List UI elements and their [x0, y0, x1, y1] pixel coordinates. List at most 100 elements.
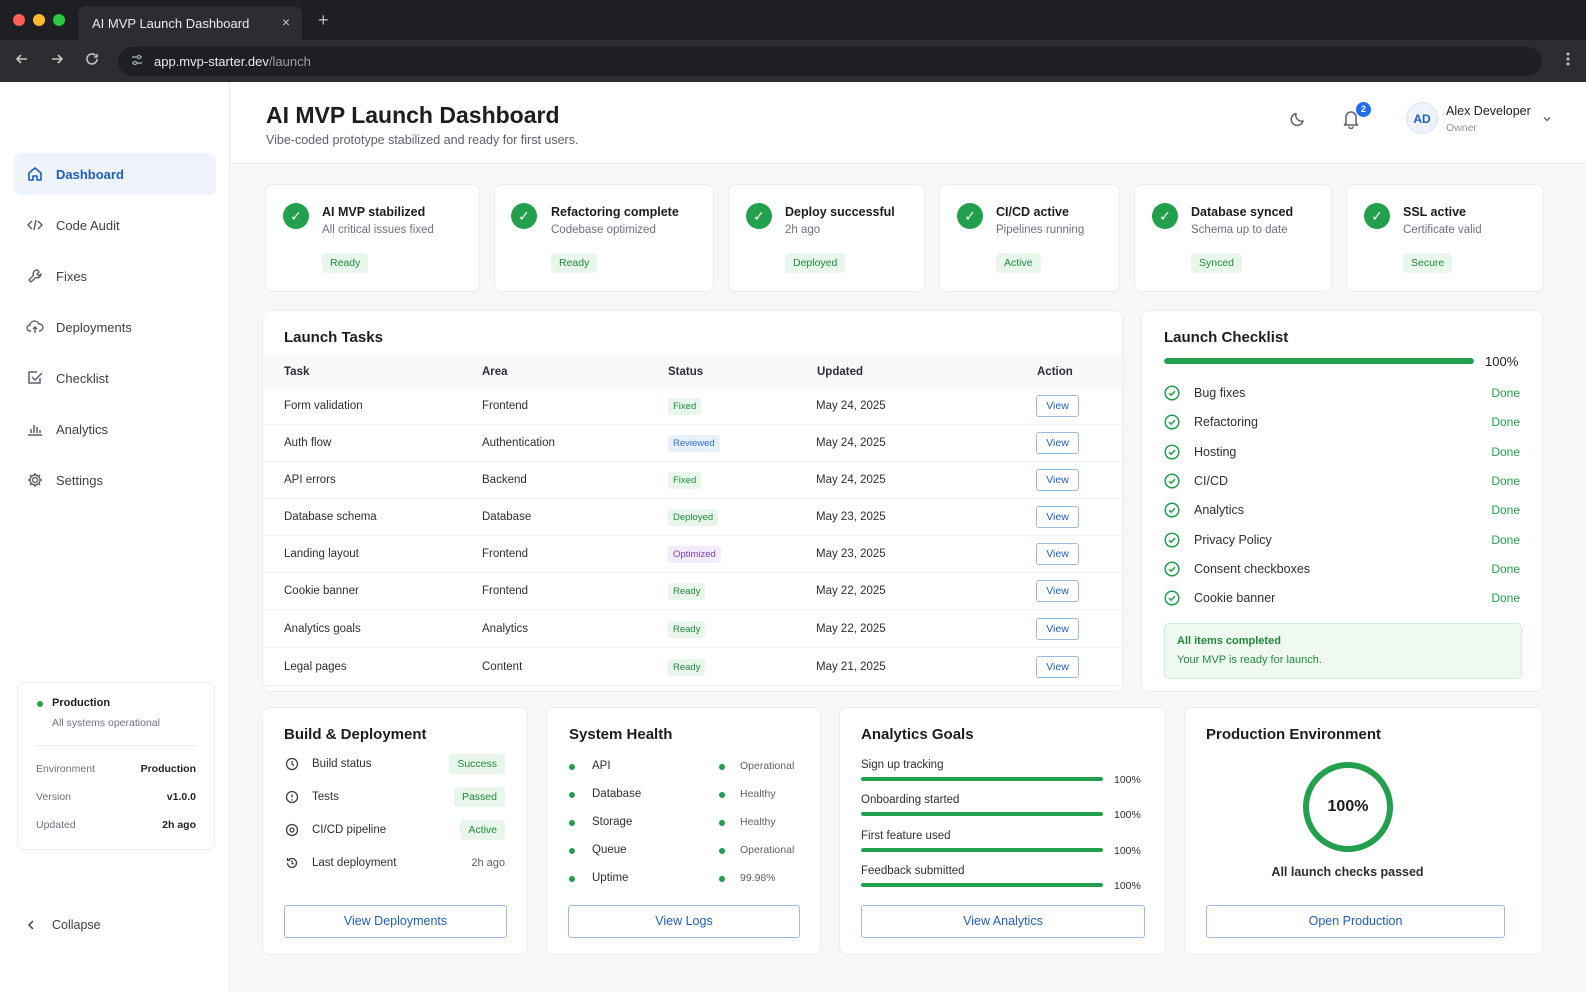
section-title: Build & Deployment	[284, 726, 427, 743]
collapse-button[interactable]: Collapse	[24, 918, 101, 932]
status-badge: Ready	[668, 583, 706, 600]
view-button[interactable]: View	[1036, 506, 1079, 528]
browser-tab-title: AI MVP Launch Dashboard	[92, 16, 250, 31]
table-row: Form validation Frontend Fixed May 24, 2025…	[264, 388, 1121, 425]
cloud-upload-icon	[26, 320, 44, 333]
view-logs-button[interactable]: View Logs	[568, 905, 800, 938]
table-row: Analytics goals Analytics Ready May 22, 202…	[264, 611, 1121, 648]
avatar[interactable]: AD	[1406, 102, 1438, 134]
goal-label: Sign up tracking	[861, 759, 944, 771]
sidebar-item-code-audit[interactable]: Code Audit	[14, 204, 216, 246]
check-circle-icon: ✓	[746, 203, 772, 229]
sidebar: Dashboard Code Audit Fixes Deployments C…	[0, 82, 230, 992]
view-button[interactable]: View	[1036, 656, 1079, 678]
checklist-item: Consent checkboxes Done	[1164, 560, 1520, 580]
health-status: Healthy	[719, 786, 809, 804]
gear-icon	[28, 473, 42, 487]
section-title: Production Environment	[1206, 726, 1382, 743]
status-badge: Ready	[668, 621, 706, 638]
moon-icon[interactable]	[1289, 110, 1307, 128]
launch-tasks-card: Launch Tasks Task Area Status Updated Ac…	[262, 310, 1123, 692]
health-status-value: 99.98%	[740, 872, 776, 884]
goal-percent: 100%	[1114, 879, 1141, 892]
status-badge: Success	[449, 754, 505, 774]
back-arrow-icon[interactable]	[14, 51, 30, 67]
new-tab-button[interactable]: +	[318, 10, 329, 30]
sidebar-item-dashboard[interactable]: Dashboard	[14, 153, 216, 195]
section-title: Launch Checklist	[1164, 329, 1289, 346]
browser-tab[interactable]: AI MVP Launch Dashboard ×	[78, 6, 302, 40]
view-button[interactable]: View	[1036, 432, 1079, 454]
completion-ring	[1303, 762, 1393, 852]
view-deployments-button[interactable]: View Deployments	[284, 905, 507, 938]
sidebar-item-analytics[interactable]: Analytics	[14, 408, 216, 450]
open-production-button[interactable]: Open Production	[1206, 905, 1505, 938]
task-area: Analytics	[482, 623, 529, 635]
status-dot	[569, 792, 575, 798]
forward-arrow-icon[interactable]	[49, 51, 65, 67]
build-row-status: Build status Success	[285, 754, 505, 778]
env-row: Version v1.0.0	[36, 791, 196, 803]
checklist-item-status: Done	[1491, 561, 1520, 576]
divider	[36, 745, 196, 746]
sidebar-item-checklist[interactable]: Checklist	[14, 357, 216, 399]
maximize-window-button[interactable]	[53, 14, 65, 26]
status-badge: Ready	[668, 659, 706, 676]
status-dot	[719, 848, 725, 854]
health-service: Uptime	[569, 870, 709, 888]
system-health-card: System Health API Operational Database Heal…	[546, 707, 821, 955]
close-window-button[interactable]	[13, 14, 25, 26]
sidebar-item-settings[interactable]: Settings	[14, 459, 216, 501]
minimize-window-button[interactable]	[33, 14, 45, 26]
health-service-label: Queue	[592, 844, 627, 856]
stat-card-refactoring: ✓ Refactoring complete Codebase optimize…	[494, 184, 714, 292]
health-service: API	[569, 758, 709, 776]
health-service: Database	[569, 786, 709, 804]
user-role: Owner	[1446, 122, 1477, 134]
env-row-label: Updated	[36, 819, 76, 831]
chevron-down-icon[interactable]	[1542, 114, 1552, 124]
checklist-item-status: Done	[1491, 444, 1520, 459]
bell-icon[interactable]	[1342, 109, 1360, 129]
user-name[interactable]: Alex Developer	[1446, 104, 1531, 118]
wrench-icon	[28, 269, 42, 283]
view-button[interactable]: View	[1036, 395, 1079, 417]
stat-title: AI MVP stabilized	[322, 205, 426, 219]
site-settings-icon[interactable]	[130, 53, 144, 67]
sidebar-item-label: Fixes	[56, 268, 88, 284]
table-row: Landing layout Frontend Optimized May 23, 2…	[264, 536, 1121, 573]
status-dot	[719, 764, 725, 770]
address-bar[interactable]: app.mvp-starter.dev/launch	[118, 47, 1542, 76]
section-title: System Health	[569, 726, 673, 743]
goal-progress-bar	[861, 882, 1103, 887]
view-button[interactable]: View	[1036, 543, 1079, 565]
checklist-item: Analytics Done	[1164, 501, 1520, 521]
table-row: Database schema Database Deployed May 23, 2…	[264, 499, 1121, 536]
progress-fill	[861, 847, 1103, 852]
health-service-label: Storage	[592, 816, 633, 828]
goal-label: Feedback submitted	[861, 864, 965, 877]
browser-menu-icon[interactable]	[1566, 51, 1570, 67]
health-service: Queue	[569, 842, 709, 860]
build-row-last-deployment: Last deployment 2h ago	[285, 853, 505, 877]
checklist-item-label: CI/CD	[1194, 473, 1229, 488]
sidebar-item-fixes[interactable]: Fixes	[14, 255, 216, 297]
close-tab-icon[interactable]: ×	[281, 14, 290, 30]
view-button[interactable]: View	[1036, 580, 1079, 602]
build-row-value: 2h ago	[471, 857, 505, 869]
task-name: Landing layout	[284, 548, 359, 560]
task-updated: May 23, 2025	[816, 511, 886, 523]
sidebar-item-deployments[interactable]: Deployments	[14, 306, 216, 348]
check-circle-icon	[1164, 590, 1180, 606]
task-name: Legal pages	[284, 661, 347, 673]
view-analytics-button[interactable]: View Analytics	[861, 905, 1145, 938]
build-row-label: Last deployment	[312, 857, 397, 869]
reload-icon[interactable]	[84, 51, 100, 67]
ring-label: 100%	[1327, 798, 1369, 815]
view-button[interactable]: View	[1036, 469, 1079, 491]
view-button[interactable]: View	[1036, 618, 1079, 640]
url-host: app.mvp-starter.dev	[154, 54, 269, 69]
checklist-item-label: Bug fixes	[1194, 386, 1246, 400]
checklist-item: Hosting Done	[1164, 443, 1520, 463]
checklist-item-status: Done	[1491, 532, 1520, 547]
